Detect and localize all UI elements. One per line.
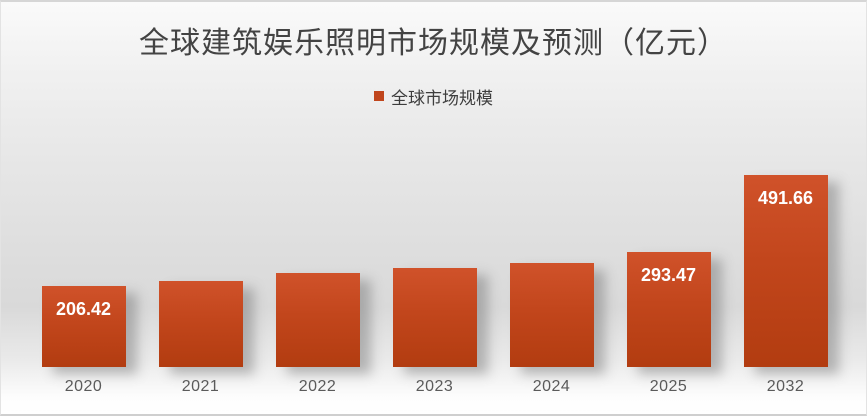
axis-label-2020: 2020 <box>64 378 103 395</box>
bar-slot: 491.66 <box>727 175 844 367</box>
legend-swatch-icon <box>374 91 384 101</box>
axis-label-2022: 2022 <box>298 378 337 395</box>
bar-slot <box>142 281 259 367</box>
x-axis: 2020 2021 2022 2023 2024 2025 2032 <box>25 378 844 396</box>
axis-slot: 2021 <box>142 378 259 396</box>
axis-slot: 2024 <box>493 378 610 396</box>
axis-label-2024: 2024 <box>532 378 571 395</box>
axis-label-2021: 2021 <box>181 378 220 395</box>
legend-label: 全球市场规模 <box>391 88 493 108</box>
legend: 全球市场规模 <box>1 86 866 108</box>
data-label-2025: 293.47 <box>640 265 697 285</box>
axis-label-2025: 2025 <box>649 378 688 395</box>
bar-2023 <box>392 268 477 367</box>
axis-slot: 2032 <box>727 378 844 396</box>
data-label-2020: 206.42 <box>55 299 112 319</box>
axis-slot: 2022 <box>259 378 376 396</box>
bar-2025: 293.47 <box>626 252 711 367</box>
bar-slot: 293.47 <box>610 252 727 367</box>
bar-slot <box>259 273 376 367</box>
axis-slot: 2023 <box>376 378 493 396</box>
bar-slot <box>493 263 610 367</box>
bar-slot: 206.42 <box>25 286 142 367</box>
bar-2032: 491.66 <box>743 175 828 367</box>
axis-label-2023: 2023 <box>415 378 454 395</box>
axis-slot: 2020 <box>25 378 142 396</box>
axis-label-2032: 2032 <box>766 378 805 395</box>
bar-2020: 206.42 <box>41 286 126 367</box>
bar-2021 <box>158 281 243 367</box>
axis-slot: 2025 <box>610 378 727 396</box>
data-label-2032: 491.66 <box>757 188 814 208</box>
bar-slot <box>376 268 493 367</box>
bar-2024 <box>509 263 594 367</box>
chart-title: 全球建筑娱乐照明市场规模及预测（亿元） <box>139 27 728 60</box>
plot-area: 206.42 293.47 491.66 <box>25 167 844 367</box>
bar-2022 <box>275 273 360 367</box>
